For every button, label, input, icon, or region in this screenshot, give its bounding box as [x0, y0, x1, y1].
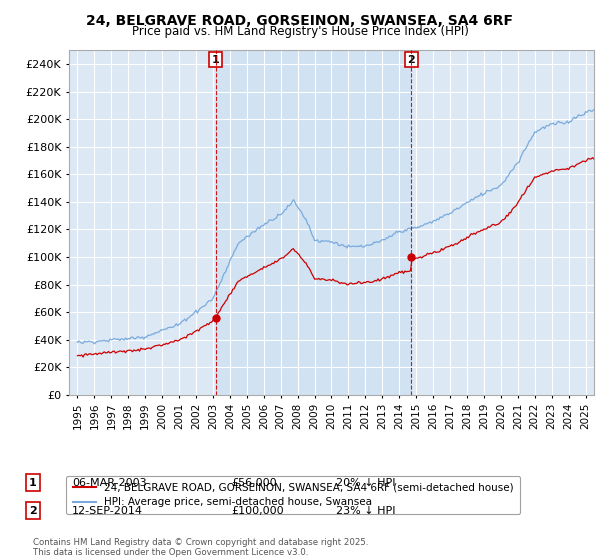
Text: £56,000: £56,000: [231, 478, 277, 488]
Text: 20% ↓ HPI: 20% ↓ HPI: [336, 478, 395, 488]
Text: 23% ↓ HPI: 23% ↓ HPI: [336, 506, 395, 516]
Text: 24, BELGRAVE ROAD, GORSEINON, SWANSEA, SA4 6RF: 24, BELGRAVE ROAD, GORSEINON, SWANSEA, S…: [86, 14, 514, 28]
Text: 1: 1: [29, 478, 37, 488]
Text: 1: 1: [212, 54, 220, 64]
Text: Price paid vs. HM Land Registry's House Price Index (HPI): Price paid vs. HM Land Registry's House …: [131, 25, 469, 38]
Text: 2: 2: [29, 506, 37, 516]
Legend: 24, BELGRAVE ROAD, GORSEINON, SWANSEA, SA4 6RF (semi-detached house), HPI: Avera: 24, BELGRAVE ROAD, GORSEINON, SWANSEA, S…: [67, 476, 520, 514]
Bar: [216, 50, 411, 395]
Text: 12-SEP-2014: 12-SEP-2014: [72, 506, 143, 516]
Text: Contains HM Land Registry data © Crown copyright and database right 2025.
This d: Contains HM Land Registry data © Crown c…: [33, 538, 368, 557]
Text: £100,000: £100,000: [231, 506, 284, 516]
Text: 2: 2: [407, 54, 415, 64]
Text: 06-MAR-2003: 06-MAR-2003: [72, 478, 146, 488]
